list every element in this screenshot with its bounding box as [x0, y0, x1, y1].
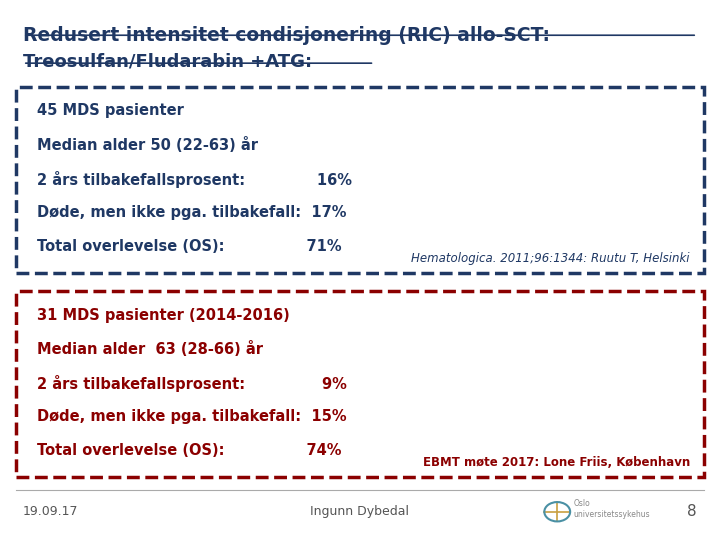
- Text: Total overlevelse (OS):                74%: Total overlevelse (OS): 74%: [37, 443, 342, 458]
- Text: 45 MDS pasienter: 45 MDS pasienter: [37, 104, 184, 118]
- Text: Redusert intensitet condisjonering (RIC) allo-SCT:: Redusert intensitet condisjonering (RIC)…: [23, 25, 550, 45]
- Text: 31 MDS pasienter (2014-2016): 31 MDS pasienter (2014-2016): [37, 308, 290, 322]
- Text: 2 års tilbakefallsprosent:               9%: 2 års tilbakefallsprosent: 9%: [37, 375, 347, 392]
- Text: Median alder 50 (22-63) år: Median alder 50 (22-63) år: [37, 137, 258, 153]
- Text: EBMT møte 2017: Lone Friis, København: EBMT møte 2017: Lone Friis, København: [423, 456, 690, 469]
- Text: Døde, men ikke pga. tilbakefall:  15%: Døde, men ikke pga. tilbakefall: 15%: [37, 409, 347, 424]
- Text: 8: 8: [688, 504, 697, 519]
- Text: Ingunn Dybedal: Ingunn Dybedal: [310, 505, 410, 518]
- Text: Median alder  63 (28-66) år: Median alder 63 (28-66) år: [37, 341, 264, 357]
- Text: Hematologica. 2011;96:1344: Ruutu T, Helsinki: Hematologica. 2011;96:1344: Ruutu T, Hel…: [411, 252, 690, 265]
- Text: Døde, men ikke pga. tilbakefall:  17%: Døde, men ikke pga. tilbakefall: 17%: [37, 205, 347, 220]
- Text: Oslo
universitetssykehus: Oslo universitetssykehus: [574, 499, 650, 519]
- Text: 2 års tilbakefallsprosent:              16%: 2 års tilbakefallsprosent: 16%: [37, 171, 352, 188]
- Text: Treosulfan/Fludarabin +ATG:: Treosulfan/Fludarabin +ATG:: [23, 52, 312, 70]
- Text: Total overlevelse (OS):                71%: Total overlevelse (OS): 71%: [37, 239, 342, 254]
- Text: 19.09.17: 19.09.17: [23, 505, 78, 518]
